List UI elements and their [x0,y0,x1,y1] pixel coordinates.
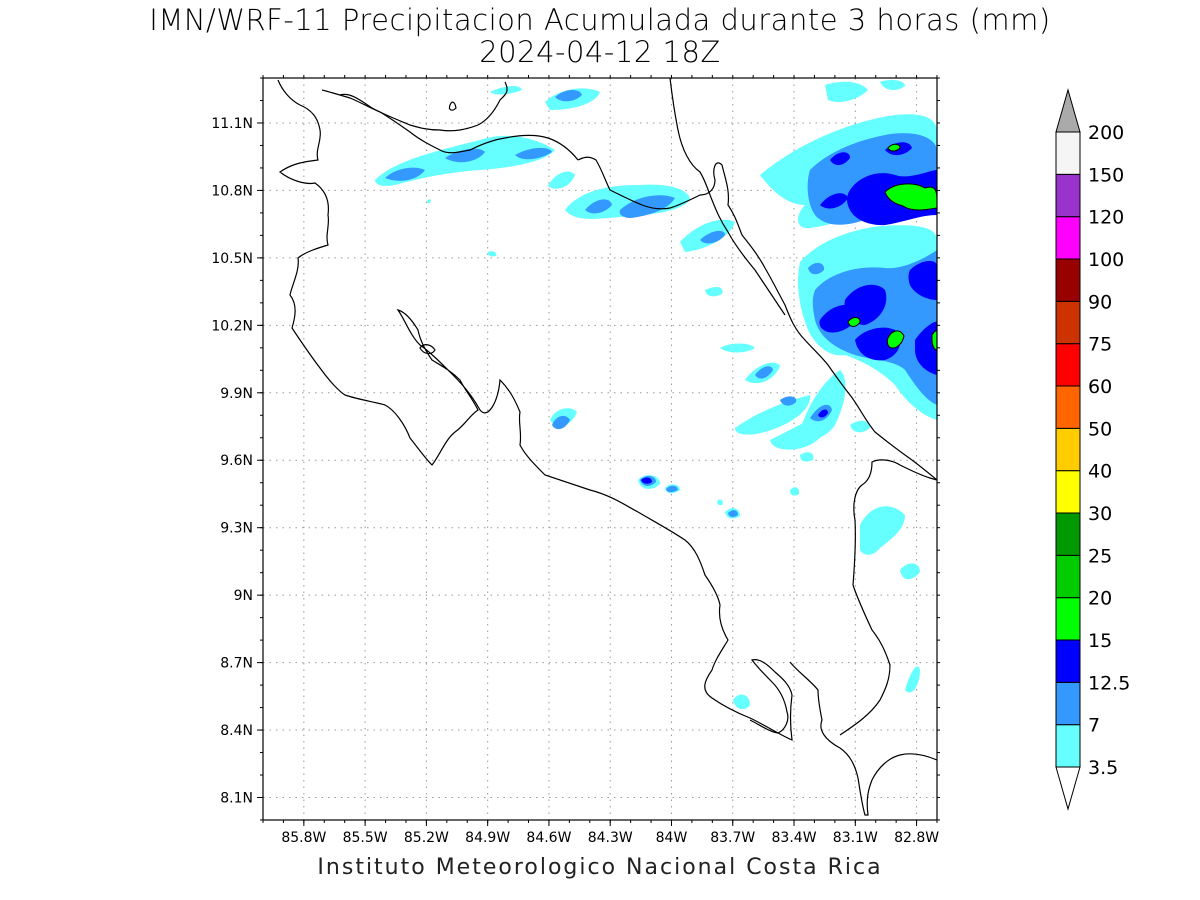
colorbar-label: 3.5 [1088,757,1118,779]
precip-contours-15 [847,143,937,351]
colorbar-label: 15 [1088,630,1112,652]
plot-frame [262,77,938,821]
colorbar-label: 200 [1088,122,1124,144]
colorbar-swatch [1055,470,1081,514]
colorbar-swatch [1055,258,1081,302]
colorbar-under-arrow [1055,766,1081,811]
map-date-subtitle: 2024-04-12 18Z [479,35,721,69]
colorbar-label: 100 [1088,249,1124,271]
colorbar-swatch [1055,216,1081,260]
y-axis-ticks: 11.1N 10.8N 10.5N 10.2N 9.9N 9.6N 9.3N 9N 8.7N 8.… [211,77,940,821]
y-tick-label: 8.7N [220,656,253,672]
map-title: IMN/WRF-11 Precipitacion Acumulada duran… [149,3,1051,37]
y-tick-label: 10.8N [211,183,253,199]
colorbar-label: 50 [1088,418,1112,440]
y-tick-label: 10.5N [211,251,253,267]
x-tick-label: 84.6W [526,830,571,846]
colorbar-label: 150 [1088,164,1124,186]
colorbar-swatch [1055,173,1081,218]
x-tick-label: 85.5W [343,830,388,846]
x-tick-label: 84.9W [465,830,510,846]
x-tick-label: 83.7W [710,830,755,846]
colorbar-swatch [1055,385,1081,429]
y-tick-label: 8.4N [220,723,253,739]
colorbar-label: 90 [1088,291,1112,313]
colorbar-label: 30 [1088,503,1112,525]
colorbar-swatch [1055,681,1081,726]
y-tick-label: 9.9N [220,386,253,402]
precip-contours-12-5 [641,142,937,484]
x-tick-label: 83.1W [833,830,878,846]
colorbar-over-arrow [1055,88,1081,133]
y-tick-label: 11.1N [211,116,253,132]
x-tick-label: 83.4W [772,830,817,846]
colorbar-label: 20 [1088,588,1112,610]
x-tick-label: 85.8W [281,830,326,846]
colorbar-swatch [1055,512,1081,556]
colorbar-label: 75 [1088,334,1112,356]
colorbar-label: 25 [1088,545,1112,567]
colorbar-swatch [1055,597,1081,641]
colorbar: 3.5 7 12.5 15 20 25 30 40 50 60 75 90 100 120 150 200 [1055,88,1130,811]
colorbar-swatch [1055,427,1081,472]
colorbar-swatch [1055,300,1081,345]
colorbar-swatch [1055,131,1081,175]
colorbar-swatch [1055,554,1081,599]
y-tick-label: 9.6N [220,453,253,469]
y-tick-label: 9.3N [220,521,253,537]
colorbar-label: 7 [1088,715,1100,737]
y-tick-label: 10.2N [211,318,253,334]
x-tick-label: 82.8W [894,830,939,846]
colorbar-swatch [1055,724,1081,768]
coastlines [277,78,937,816]
colorbar-label: 120 [1088,207,1124,229]
x-tick-label: 84.3W [588,830,633,846]
colorbar-swatch [1055,343,1081,387]
x-tick-label: 85.2W [404,830,449,846]
x-tick-label: 84W [656,830,688,846]
colorbar-label: 12.5 [1088,672,1130,694]
colorbar-label: 40 [1088,461,1112,483]
footer-credit: Instituto Meteorologico Nacional Costa R… [317,855,883,880]
y-tick-label: 8.1N [220,791,253,807]
colorbar-label: 60 [1088,376,1112,398]
colorbar-swatch [1055,639,1081,683]
x-axis-ticks: 85.8W 85.5W 85.2W 84.9W 84.6W 84.3W 84W 83.7W 83… [262,75,939,846]
y-tick-label: 9N [234,588,253,604]
